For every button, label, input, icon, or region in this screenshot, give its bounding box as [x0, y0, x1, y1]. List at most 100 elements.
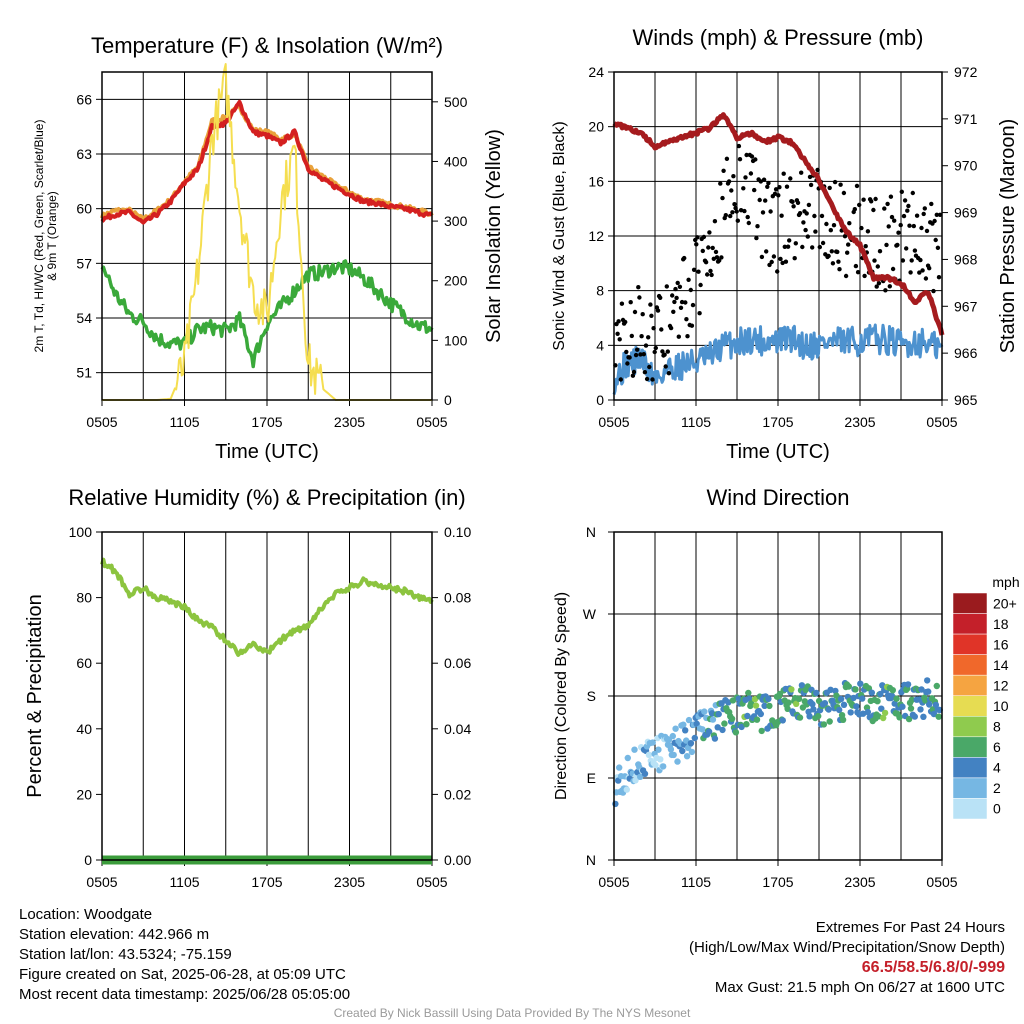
gust-point: [726, 179, 732, 184]
y-tick-label: 16: [588, 173, 604, 189]
gust-point: [763, 198, 768, 203]
gust-point: [649, 313, 654, 318]
gust-point: [632, 309, 638, 315]
direction-point: [845, 683, 852, 690]
colorbar-label: 16: [993, 636, 1009, 652]
temp-series-0: [100, 103, 434, 223]
direction-point: [833, 692, 840, 699]
y2-tick-label: 965: [954, 392, 978, 408]
direction-point: [815, 712, 822, 720]
gust-point: [784, 184, 790, 189]
y2-tick-label: 0.00: [444, 852, 471, 868]
gust-point: [783, 259, 789, 264]
gust-point: [660, 349, 665, 354]
gust-point: [659, 327, 664, 332]
gust-point: [737, 157, 743, 162]
x-tick-label: 2305: [334, 414, 365, 430]
direction-point: [933, 682, 940, 690]
gust-point: [752, 187, 757, 193]
y-tick-label: 80: [76, 590, 92, 606]
direction-point: [691, 734, 698, 742]
recent-timestamp: Most recent data timestamp: 2025/06/28 0…: [19, 986, 351, 1003]
gust-point: [797, 211, 803, 216]
direction-point: [820, 721, 828, 728]
direction-point: [634, 769, 641, 776]
gust-point: [655, 308, 661, 313]
direction-point: [637, 773, 644, 780]
gust-point: [815, 167, 820, 173]
gust-point: [719, 255, 724, 260]
plot-frame-0: [101, 71, 433, 401]
direction-point: [889, 687, 896, 694]
gust-point: [900, 258, 906, 263]
direction-point: [748, 700, 755, 707]
station-location: Location: Woodgate: [19, 906, 153, 923]
gust-point: [639, 334, 644, 339]
gust-point: [631, 369, 637, 375]
gust-point: [873, 196, 878, 202]
gust-point: [731, 174, 736, 179]
gust-point: [924, 228, 930, 234]
gust-point: [635, 347, 640, 352]
extremes-subtitle: (High/Low/Max Wind/Precipitation/Snow De…: [689, 939, 1005, 956]
direction-point: [641, 770, 649, 777]
gust-point: [902, 198, 908, 203]
gust-point: [934, 212, 939, 217]
direction-point: [893, 695, 900, 702]
colorbar-swatch: [952, 592, 988, 614]
gust-point: [824, 221, 829, 227]
gust-point: [854, 183, 860, 189]
direction-point: [709, 716, 717, 723]
gust-point: [735, 218, 740, 223]
direction-point: [827, 686, 834, 693]
gust-point: [742, 208, 747, 214]
direction-point: [735, 695, 742, 702]
x-tick-label: 1105: [681, 874, 711, 890]
gust-point: [760, 210, 766, 215]
x-tick-label: 0505: [598, 874, 629, 890]
x-tick-label: 2305: [334, 874, 365, 890]
gust-point: [885, 201, 890, 207]
gust-point: [718, 181, 723, 186]
direction-point: [660, 763, 667, 770]
gust-point: [805, 234, 810, 239]
gust-point: [932, 218, 937, 224]
x-tick-label: 0505: [416, 874, 447, 890]
x-tick-label: 0505: [86, 414, 117, 430]
pressure-line: [612, 112, 945, 336]
gust-point: [828, 228, 833, 233]
gust-point: [896, 230, 901, 235]
y2-tick-label: 969: [954, 205, 978, 221]
direction-point: [837, 695, 845, 703]
x-tick-label: 1705: [251, 874, 282, 890]
gust-point: [895, 242, 900, 248]
gust-point: [757, 197, 762, 203]
gust-point: [918, 257, 923, 263]
colorbar-swatch: [952, 633, 988, 655]
gust-point: [914, 213, 920, 218]
gust-point: [701, 234, 707, 240]
x-tick-label: 0505: [926, 414, 957, 430]
y2-tick-label: 970: [954, 158, 978, 174]
gust-point: [912, 248, 918, 253]
gust-point: [871, 207, 876, 213]
gust-point: [832, 179, 838, 185]
direction-point: [907, 705, 915, 712]
direction-point: [785, 699, 792, 706]
extremes-box: Extremes For Past 24 Hours (High/Low/Max…: [689, 918, 1005, 998]
direction-point: [669, 732, 676, 740]
direction-point: [832, 687, 839, 695]
direction-point: [685, 716, 693, 724]
gust-point: [892, 218, 897, 223]
direction-point: [850, 694, 857, 702]
gust-point: [754, 235, 759, 241]
gust-point: [817, 244, 822, 250]
direction-point: [922, 697, 929, 704]
y2-tick-label: 967: [954, 298, 978, 314]
y2-tick-label: 971: [954, 111, 978, 127]
direction-point: [857, 680, 864, 687]
gust-point: [795, 200, 801, 205]
y2-tick-label: 200: [444, 273, 468, 289]
gust-point: [842, 234, 848, 239]
y-tick-label: S: [587, 688, 596, 704]
